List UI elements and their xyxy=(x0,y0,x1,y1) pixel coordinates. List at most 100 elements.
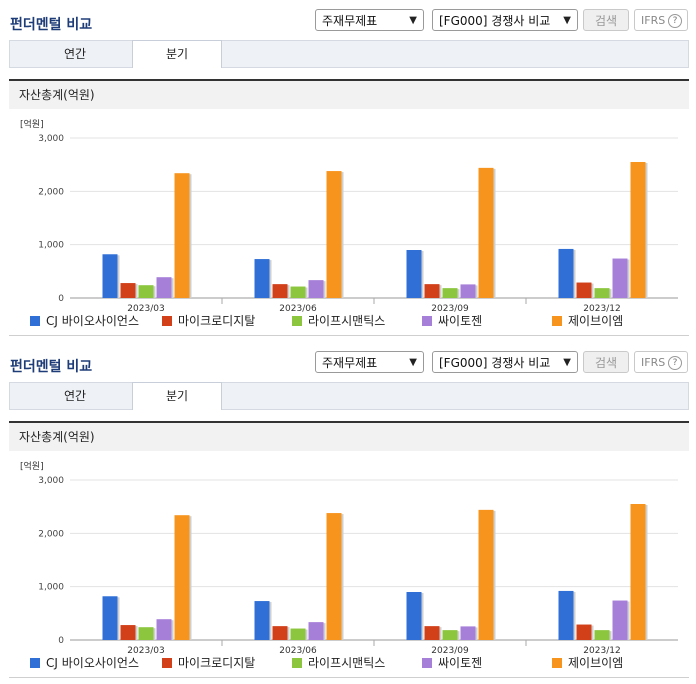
bar[interactable] xyxy=(478,167,494,298)
panel-title: 펀더멘털 비교 xyxy=(10,359,93,375)
legend-item[interactable]: 라이프시맨틱스 xyxy=(292,313,385,329)
bar[interactable] xyxy=(594,288,610,298)
bar[interactable] xyxy=(326,513,342,640)
legend-label: 라이프시맨틱스 xyxy=(308,314,386,328)
total-assets-chart: [억원] 0 1,000 2,000 3,000 2023/03 2023/06 2023/0… xyxy=(20,118,678,313)
bar[interactable] xyxy=(138,627,154,640)
bar[interactable] xyxy=(254,601,270,640)
tab-annual[interactable]: 연간 xyxy=(63,47,87,61)
legend-item[interactable]: 제이브이엠 xyxy=(552,655,623,671)
tab-annual[interactable]: 연간 xyxy=(63,389,87,403)
section-title: 자산총계(억원) xyxy=(9,79,689,109)
search-button[interactable]: 검색 xyxy=(583,351,629,373)
legend-swatch xyxy=(162,316,172,326)
bar[interactable] xyxy=(576,624,592,640)
bar[interactable] xyxy=(630,504,646,640)
legend-swatch xyxy=(422,316,432,326)
bar[interactable] xyxy=(558,248,574,298)
legend-label: 라이프시맨틱스 xyxy=(308,656,386,670)
bar[interactable] xyxy=(460,284,476,298)
search-button[interactable]: 검색 xyxy=(583,9,629,31)
unit-label: [억원] xyxy=(20,460,44,472)
help-icon[interactable]: ? xyxy=(668,356,682,370)
legend-item[interactable]: 싸이토젠 xyxy=(422,313,482,329)
statement-select[interactable]: 주재무제표 ▼ xyxy=(315,9,424,31)
bar[interactable] xyxy=(406,592,422,640)
x-tick-label: 2023/06 xyxy=(279,646,317,655)
legend-item[interactable]: CJ 바이오사이언스 xyxy=(30,655,139,671)
legend-item[interactable]: CJ 바이오사이언스 xyxy=(30,313,139,329)
statement-select-value: 주재무제표 xyxy=(322,14,378,28)
x-tick-label: 2023/12 xyxy=(583,304,620,313)
bar[interactable] xyxy=(558,590,574,640)
legend-item[interactable]: 제이브이엠 xyxy=(552,313,623,329)
bar[interactable] xyxy=(406,250,422,298)
compare-select[interactable]: [FG000] 경쟁사 비교 ▼ xyxy=(432,9,578,31)
ifrs-button[interactable]: IFRS ? xyxy=(634,351,688,373)
legend-label: 마이크로디지탈 xyxy=(178,314,256,328)
legend-label: 마이크로디지탈 xyxy=(178,656,256,670)
bar[interactable] xyxy=(424,284,440,298)
bar[interactable] xyxy=(102,254,118,298)
bar[interactable] xyxy=(174,515,190,640)
y-tick-label: 2,000 xyxy=(38,529,64,539)
tab-quarterly[interactable]: 분기 xyxy=(132,382,222,410)
bar[interactable] xyxy=(138,285,154,298)
legend-label: 싸이토젠 xyxy=(438,656,483,670)
section-title: 자산총계(억원) xyxy=(9,421,689,451)
legend-swatch xyxy=(30,658,40,668)
chevron-down-icon: ▼ xyxy=(563,357,571,368)
bar[interactable] xyxy=(272,626,288,640)
chevron-down-icon: ▼ xyxy=(563,15,571,26)
chart-legend: CJ 바이오사이언스 마이크로디지탈 라이프시맨틱스 싸이토젠 제이브이엠 xyxy=(30,313,690,329)
bar[interactable] xyxy=(612,258,628,298)
bar[interactable] xyxy=(442,288,458,298)
legend-item[interactable]: 싸이토젠 xyxy=(422,655,482,671)
bar[interactable] xyxy=(120,283,136,298)
compare-select[interactable]: [FG000] 경쟁사 비교 ▼ xyxy=(432,351,578,373)
chart-legend: CJ 바이오사이언스 마이크로디지탈 라이프시맨틱스 싸이토젠 제이브이엠 xyxy=(30,655,690,671)
statement-select[interactable]: 주재무제표 ▼ xyxy=(315,351,424,373)
y-tick-label: 1,000 xyxy=(38,241,64,251)
y-tick-label: 1,000 xyxy=(38,583,64,593)
bar[interactable] xyxy=(308,280,324,298)
bar[interactable] xyxy=(612,600,628,640)
bar[interactable] xyxy=(174,173,190,298)
bar[interactable] xyxy=(272,284,288,298)
fundamental-panel-1: 펀더멘털 비교 주재무제표 ▼ [FG000] 경쟁사 비교 ▼ 검색 IFRS… xyxy=(0,0,696,340)
bar[interactable] xyxy=(308,622,324,640)
legend-swatch xyxy=(552,316,562,326)
bar[interactable] xyxy=(594,630,610,640)
x-tick-label: 2023/09 xyxy=(431,304,469,313)
bar[interactable] xyxy=(576,282,592,298)
bar[interactable] xyxy=(424,626,440,640)
bar[interactable] xyxy=(254,259,270,298)
unit-label: [억원] xyxy=(20,118,44,130)
legend-swatch xyxy=(552,658,562,668)
period-tabs: 연간 분기 xyxy=(9,40,689,68)
bar[interactable] xyxy=(460,626,476,640)
bar[interactable] xyxy=(326,171,342,298)
legend-swatch xyxy=(30,316,40,326)
panel-title: 펀더멘털 비교 xyxy=(10,17,93,33)
legend-item[interactable]: 마이크로디지탈 xyxy=(162,655,255,671)
bar[interactable] xyxy=(156,619,172,640)
bar[interactable] xyxy=(120,625,136,640)
y-tick-label: 3,000 xyxy=(38,476,64,486)
tab-quarterly[interactable]: 분기 xyxy=(132,40,222,68)
legend-item[interactable]: 라이프시맨틱스 xyxy=(292,655,385,671)
y-tick-label: 2,000 xyxy=(38,187,64,197)
bar[interactable] xyxy=(290,286,306,298)
help-icon[interactable]: ? xyxy=(668,14,682,28)
bar[interactable] xyxy=(478,509,494,640)
ifrs-label: IFRS xyxy=(641,356,666,369)
ifrs-button[interactable]: IFRS ? xyxy=(634,9,688,31)
x-tick-label: 2023/06 xyxy=(279,304,317,313)
legend-item[interactable]: 마이크로디지탈 xyxy=(162,313,255,329)
bar[interactable] xyxy=(290,628,306,640)
legend-label: 싸이토젠 xyxy=(438,314,483,328)
bar[interactable] xyxy=(102,596,118,640)
bar[interactable] xyxy=(630,162,646,298)
bar[interactable] xyxy=(156,277,172,298)
bar[interactable] xyxy=(442,630,458,640)
